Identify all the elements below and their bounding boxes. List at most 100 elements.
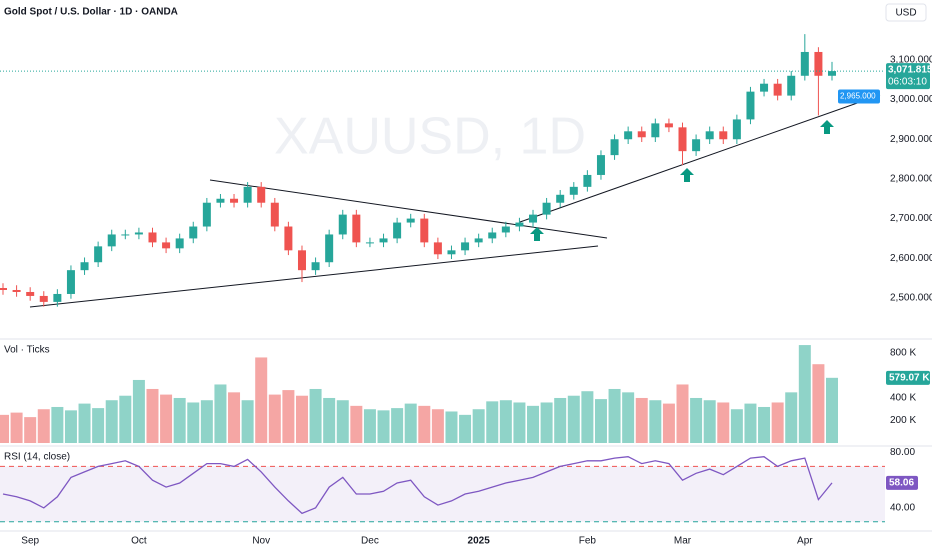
volume-bar xyxy=(758,406,771,443)
rsi-line xyxy=(2,456,833,515)
volume-bar xyxy=(282,390,295,443)
currency-box[interactable] xyxy=(885,3,927,22)
y-tick-label: 40.00 xyxy=(890,503,915,514)
candle-body xyxy=(800,51,809,76)
last-price: 3,071.815 xyxy=(888,65,932,76)
chart-title: Gold Spot / U.S. Dollar · 1D · OANDA xyxy=(4,7,178,18)
watermark: XAUUSD, 1D xyxy=(274,108,586,166)
volume-bar xyxy=(187,402,200,443)
x-tick-label: Feb xyxy=(579,536,597,547)
volume-bar xyxy=(771,402,784,443)
y-tick-label: 2,500.000 xyxy=(890,293,932,304)
candle-body xyxy=(474,238,483,243)
candle-body xyxy=(433,242,442,255)
candle-body xyxy=(583,174,592,187)
volume-bar xyxy=(37,409,50,443)
candle-body xyxy=(732,119,741,140)
volume-bar xyxy=(554,397,567,443)
volume-bar xyxy=(445,411,458,443)
candle-body xyxy=(556,194,565,203)
y-tick-label: 80.00 xyxy=(890,447,915,458)
candle-body xyxy=(610,139,619,156)
x-tick-label: Oct xyxy=(131,536,147,547)
y-tick-label: 2,600.000 xyxy=(890,253,932,264)
candle-body xyxy=(121,234,130,236)
candle-body xyxy=(12,289,21,292)
volume-bar xyxy=(78,403,91,443)
candle-body xyxy=(0,288,7,290)
candle-body xyxy=(814,51,823,76)
candle-body xyxy=(284,226,293,251)
candle-body xyxy=(39,295,48,302)
trendline xyxy=(519,94,881,223)
candle-body xyxy=(94,246,103,263)
candle-body xyxy=(406,218,415,223)
volume-last-box xyxy=(886,370,930,385)
candle-body xyxy=(420,218,429,243)
volume-title: Vol · Ticks xyxy=(4,345,50,356)
volume-bar xyxy=(92,408,105,443)
volume-bar xyxy=(105,400,118,443)
volume-bar xyxy=(785,392,798,443)
volume-bar xyxy=(173,397,186,443)
volume-bar xyxy=(391,408,404,443)
rsi-last-box xyxy=(886,475,918,490)
volume-bar xyxy=(690,397,703,443)
candle-body xyxy=(542,202,551,215)
candle-body xyxy=(338,214,347,235)
currency[interactable]: USD xyxy=(895,8,916,19)
candle-body xyxy=(515,222,524,227)
trendline xyxy=(29,245,599,308)
y-tick-label: 400 K xyxy=(890,393,916,404)
candle-body xyxy=(746,91,755,120)
candle-body xyxy=(393,222,402,239)
volume-bar xyxy=(459,414,472,443)
x-tick-label: Nov xyxy=(252,536,270,547)
volume-bar xyxy=(717,402,730,443)
volume-bar xyxy=(635,397,648,443)
candle-body xyxy=(488,232,497,239)
volume-bar xyxy=(431,409,444,443)
y-tick-label: 2,800.000 xyxy=(890,174,932,185)
alert-box xyxy=(838,89,880,104)
volume-bar xyxy=(241,400,254,443)
alert-label: 2,965.000 xyxy=(840,92,876,101)
volume-bar xyxy=(10,412,23,443)
candle-body xyxy=(66,270,75,294)
y-tick-label: 800 K xyxy=(890,348,916,359)
volume-bar xyxy=(377,410,390,443)
candle-body xyxy=(202,202,211,227)
volume-bar xyxy=(146,388,159,443)
volume-bar xyxy=(594,399,607,443)
volume-bar xyxy=(798,345,811,443)
x-tick-label: Sep xyxy=(21,536,39,547)
arrow xyxy=(820,120,834,134)
y-tick-label: 200 K xyxy=(890,415,916,426)
candle-body xyxy=(596,155,605,175)
volume-bar xyxy=(472,409,485,443)
arrows xyxy=(530,120,834,241)
rsi-last: 58.06 xyxy=(889,478,914,489)
volume-bar xyxy=(826,377,838,443)
x-tick-label: Mar xyxy=(674,536,692,547)
volume-bar xyxy=(567,395,580,443)
candle-body xyxy=(175,238,184,249)
candle-body xyxy=(447,250,456,255)
candle-body xyxy=(352,214,361,243)
candle-body xyxy=(692,139,701,152)
candle-body xyxy=(80,262,89,271)
candle-body xyxy=(162,242,171,249)
volume-bar xyxy=(730,409,743,443)
y-tick-label: 3,000.000 xyxy=(890,94,932,105)
candle-body xyxy=(678,127,687,152)
candle-body xyxy=(26,291,35,296)
candle-body xyxy=(311,262,320,271)
volume-bar xyxy=(228,392,241,443)
candle-body xyxy=(569,186,578,195)
volume-bar xyxy=(649,400,662,443)
candle-body xyxy=(230,198,239,203)
candle-body xyxy=(501,226,510,233)
volume-bar xyxy=(676,384,689,443)
candle-body xyxy=(461,242,470,251)
